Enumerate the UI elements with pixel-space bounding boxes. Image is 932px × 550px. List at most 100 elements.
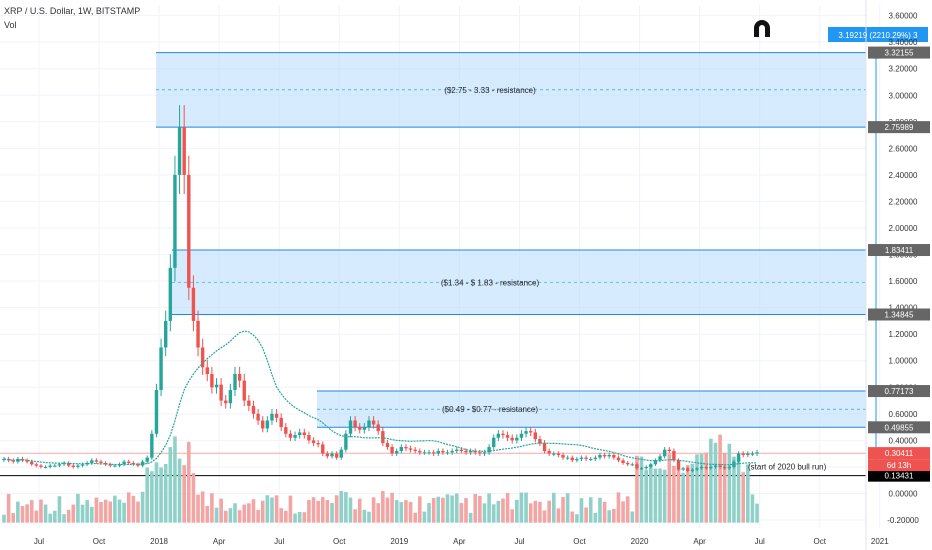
candle-body	[501, 433, 505, 436]
volume-bar	[722, 453, 727, 523]
candle-body	[242, 380, 246, 401]
volume-bar	[43, 504, 48, 523]
volume-bar	[394, 500, 399, 523]
volume-bar	[385, 497, 390, 523]
volume-bar	[418, 496, 422, 523]
candle-body	[547, 451, 551, 454]
volume-bar	[348, 497, 353, 523]
zone-label: ($2.75 - 3.33 - resistance)	[444, 86, 536, 95]
candle-body	[251, 405, 256, 414]
x-tick-label: Jul	[274, 537, 284, 546]
volume-bar	[468, 512, 473, 523]
x-tick-label: 2019	[390, 537, 408, 546]
candle-body	[755, 452, 759, 454]
volume-bar	[196, 494, 200, 523]
candle-body	[602, 454, 607, 457]
candle-body	[713, 465, 718, 467]
volume-bar	[616, 492, 621, 523]
volume-bar	[34, 510, 39, 523]
candle-body	[630, 464, 635, 466]
volume-bar	[302, 512, 307, 523]
candle-body	[510, 437, 514, 441]
volume-bar	[320, 497, 325, 523]
volume-bar	[644, 469, 648, 523]
candle-body	[538, 439, 542, 444]
volume-bar	[367, 511, 371, 523]
volume-bar	[570, 511, 575, 523]
candle-body	[191, 287, 196, 321]
resistance-zones: ($2.75 - 3.33 - resistance) ($1.34 - $ 1.…	[156, 52, 866, 428]
candle-body	[478, 452, 482, 454]
volume-bar	[200, 491, 205, 523]
candle-body	[418, 451, 422, 453]
candle-body	[85, 462, 89, 465]
volume-bar	[150, 471, 154, 523]
volume-bar	[612, 508, 616, 523]
volume-bar	[625, 496, 630, 523]
volume-bar	[478, 495, 482, 523]
candle-body	[519, 433, 524, 438]
candle-body	[723, 466, 727, 469]
candle-body	[325, 453, 330, 457]
candle-body	[66, 462, 71, 466]
x-tick-label: Apr	[453, 537, 466, 546]
candle-body	[94, 460, 99, 462]
volume-bar	[454, 493, 459, 523]
candle-body	[390, 447, 394, 454]
candle-body	[649, 464, 653, 467]
volume-bar	[408, 502, 413, 523]
volume-bar	[487, 493, 491, 523]
candle-body	[205, 367, 209, 375]
x-tick-label: Jul	[755, 537, 765, 546]
candle-body	[718, 465, 722, 467]
volume-bar	[510, 509, 514, 523]
volume-bar	[307, 499, 311, 523]
candle-body	[367, 420, 371, 428]
candle-body	[464, 451, 468, 453]
candle-body	[200, 347, 205, 368]
volume-bar	[219, 498, 223, 523]
volume-bar	[339, 490, 344, 523]
candle-body	[385, 443, 390, 448]
candle-body	[80, 464, 85, 466]
candle-body	[168, 267, 173, 321]
volume-bar	[16, 501, 20, 523]
candle-body	[427, 452, 431, 454]
y-tick-label: 0.00000	[889, 489, 918, 498]
candle-body	[164, 320, 168, 348]
volume-bar	[113, 495, 117, 523]
candle-body	[136, 464, 140, 466]
volume-bar	[136, 501, 140, 523]
candle-body	[48, 465, 52, 467]
x-tick-label: 2018	[150, 537, 168, 546]
candle-body	[690, 469, 695, 471]
candle-body	[256, 413, 260, 421]
candle-body	[667, 449, 671, 452]
price-tag	[868, 46, 930, 59]
y-tick-label: 3.60000	[889, 12, 918, 21]
volume-bar	[436, 496, 441, 523]
x-tick-label: Oct	[93, 537, 106, 546]
x-tick-label: Jul	[34, 537, 44, 546]
candle-body	[187, 174, 191, 288]
candle-body	[177, 127, 182, 175]
volume-bar	[159, 467, 163, 523]
candle-body	[727, 466, 732, 469]
candle-body	[653, 460, 658, 465]
volume-bar	[182, 465, 186, 523]
candle-body	[445, 452, 450, 454]
x-tick-label: Apr	[213, 537, 226, 546]
volume-bar	[556, 508, 561, 523]
volume-bar	[598, 497, 602, 523]
volume-bar	[279, 508, 283, 523]
candle-body	[274, 413, 279, 418]
volume-bar	[672, 465, 676, 523]
volume-bar	[85, 500, 89, 523]
candle-body	[482, 452, 487, 454]
price-tag-label: 0.30411	[885, 449, 914, 458]
candle-body	[76, 465, 80, 467]
x-tick-label: 2020	[631, 537, 649, 546]
volume-bar	[741, 472, 745, 523]
volume-bar	[80, 504, 85, 523]
